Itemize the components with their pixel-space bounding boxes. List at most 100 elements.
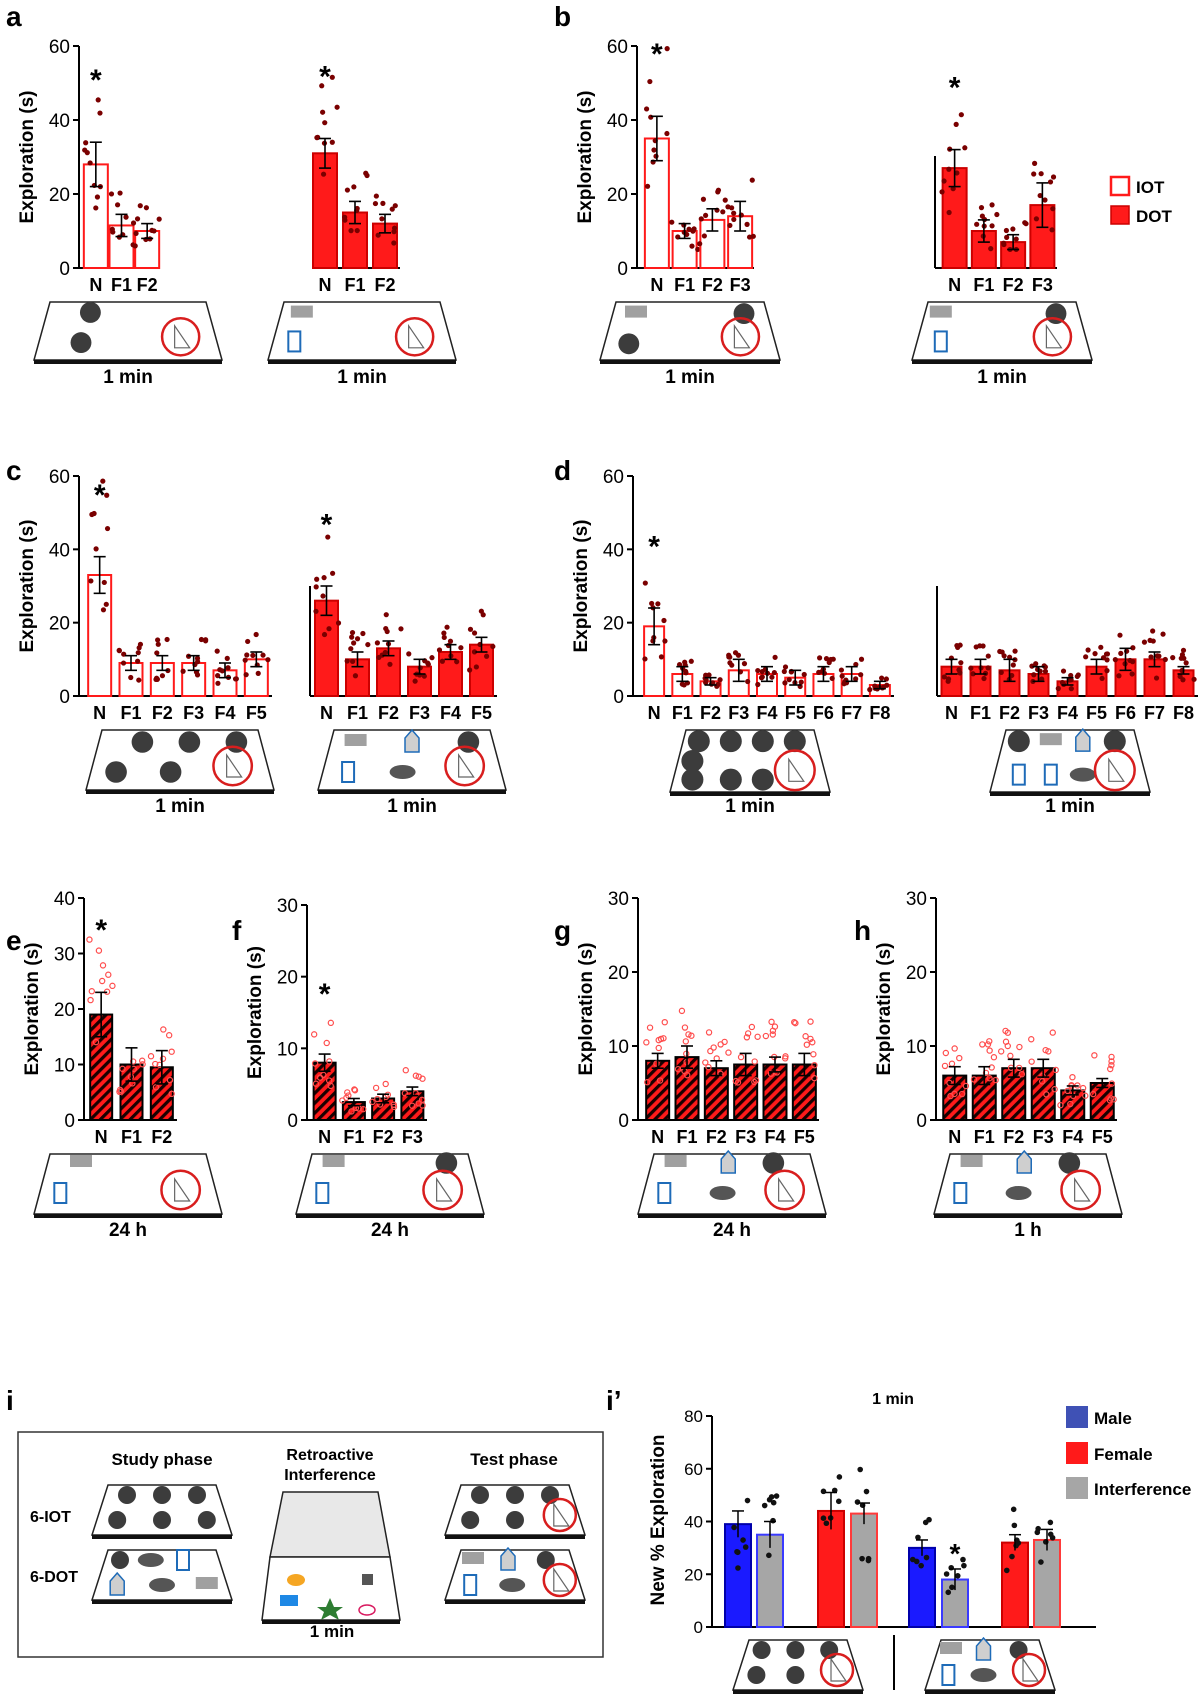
chart-h-dot: 0 10 20 30 Exploration (s) N F1 F2 F3 F4 F5 (874, 889, 1117, 1147)
data-point (823, 1520, 830, 1527)
data-point (1042, 668, 1049, 674)
x-tick-label-F5: F5 (794, 1127, 815, 1147)
crown-object (1039, 733, 1062, 746)
chart-e-dot: 0 10 20 30 40 Exploration (s) N * F1 F2 (22, 889, 177, 1147)
y-tick-label: 30 (608, 889, 629, 910)
data-point (1085, 647, 1091, 653)
data-point (123, 214, 129, 220)
data-point (830, 656, 836, 662)
novel-object-prism (174, 1177, 191, 1202)
panel-i-text: Study phase Retroactive Interference Tes… (30, 1447, 558, 1641)
bar-6-IOT-Interference (850, 1512, 878, 1629)
bar-N (941, 167, 968, 270)
data-point (643, 106, 650, 112)
data-point (348, 1108, 355, 1115)
data-point (143, 205, 149, 211)
y-tick-label: 30 (54, 945, 75, 966)
ball-object (435, 1152, 458, 1174)
data-point (1010, 662, 1016, 668)
data-point (867, 687, 873, 693)
data-point (725, 1049, 732, 1056)
data-point (702, 1059, 709, 1066)
data-point (1170, 655, 1176, 661)
hat-object (709, 1186, 736, 1200)
data-point (946, 209, 952, 216)
novel-object-prism (553, 1567, 570, 1592)
legend-dot-swatch (1110, 205, 1130, 225)
chart-c-dot: N * F1 F2 F3 F4 F5 (309, 508, 497, 723)
novel-object-prism (788, 757, 805, 782)
data-point (734, 1548, 740, 1555)
ball-object (687, 730, 710, 753)
data-point (373, 193, 379, 199)
data-point (657, 1035, 665, 1043)
y-axis-title: Exploration (s) (17, 519, 38, 652)
cup-object (315, 1182, 330, 1204)
arena-caption: 1 min (387, 796, 437, 817)
data-point (1050, 174, 1057, 180)
ball-object (471, 1486, 489, 1504)
data-point (1069, 1073, 1076, 1081)
data-point (159, 673, 166, 679)
data-point (1148, 654, 1154, 660)
data-point (1059, 679, 1066, 686)
data-point (325, 534, 331, 540)
data-point (467, 667, 473, 673)
x-tick-label-F3: F3 (728, 703, 749, 723)
novel-object-ring (422, 1169, 464, 1211)
x-tick-label-F1: F1 (121, 1127, 142, 1147)
data-point (91, 510, 97, 517)
y-axis-title: Exploration (s) (17, 90, 38, 223)
data-point (147, 1053, 155, 1060)
x-tick-label-F3: F3 (735, 1127, 756, 1147)
data-point (883, 676, 890, 682)
data-point (180, 668, 186, 674)
data-point (330, 570, 336, 576)
data-point (690, 228, 696, 234)
data-point (811, 1074, 818, 1082)
ball-object (506, 1486, 524, 1504)
panel-letter-h: h (854, 915, 871, 946)
ball-object (783, 730, 806, 753)
data-point (310, 1031, 318, 1038)
x-tick-label-F2: F2 (152, 703, 173, 723)
data-point (664, 130, 670, 137)
data-point (752, 1077, 760, 1084)
data-point (791, 1018, 798, 1026)
cup-object (941, 1664, 956, 1686)
arena-base (92, 1535, 232, 1539)
x-tick-label-F1: F1 (973, 275, 994, 295)
ball-object (79, 302, 101, 323)
data-point (121, 651, 127, 657)
data-point (383, 625, 389, 632)
ball-object (762, 1152, 785, 1174)
data-point (989, 202, 995, 208)
y-tick-label: 20 (49, 614, 70, 635)
data-point (656, 1077, 664, 1084)
chamber-base (262, 1620, 400, 1624)
ball-object (131, 731, 154, 753)
y-tick-label: 20 (906, 963, 927, 984)
x-tick-label-F5: F5 (471, 703, 492, 723)
data-point (829, 675, 835, 681)
data-point (857, 1466, 863, 1473)
data-point (372, 200, 379, 207)
data-point (391, 229, 397, 235)
novel-object-ring (394, 316, 435, 357)
data-point (1055, 685, 1061, 692)
x-tick-label-F4: F4 (1062, 1127, 1083, 1147)
arena-base (445, 1600, 585, 1604)
novel-object-ring (1032, 316, 1073, 357)
x-tick-label-N: N (945, 703, 958, 723)
x-tick-label-F5: F5 (246, 703, 267, 723)
data-point (135, 658, 141, 664)
data-point (1150, 628, 1156, 634)
data-point (156, 216, 162, 222)
data-point (120, 660, 127, 666)
x-tick-label-F6: F6 (813, 703, 834, 723)
house-object (975, 1636, 992, 1661)
legend-dot-label: DOT (1136, 207, 1173, 226)
y-tick-label: 10 (54, 1056, 75, 1077)
data-point (803, 1041, 811, 1048)
y-axis-title: Exploration (s) (874, 942, 895, 1075)
